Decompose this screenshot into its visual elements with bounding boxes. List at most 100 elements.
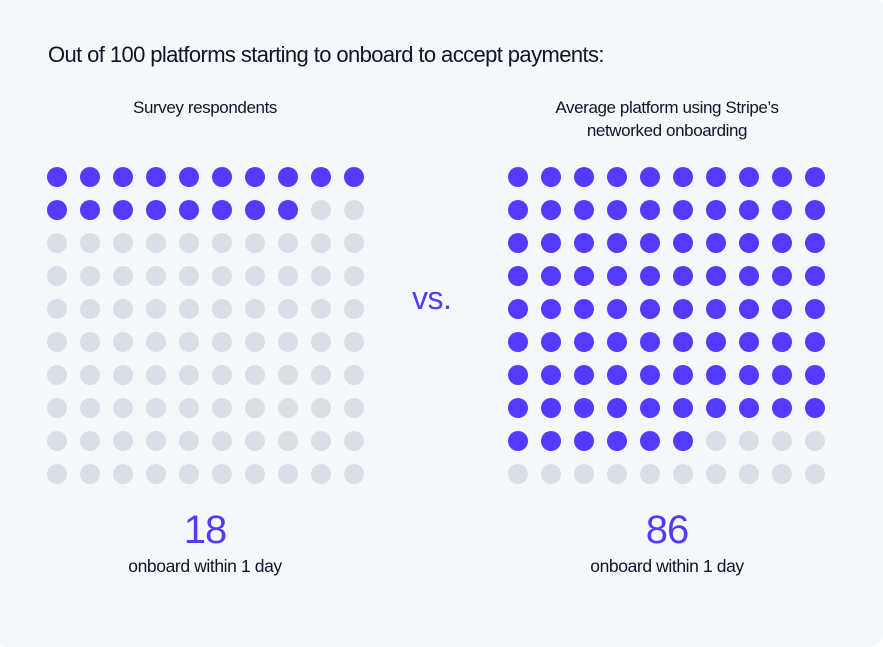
right-subtitle-line1: Average platform using Stripe’s bbox=[555, 98, 779, 117]
survey-waffle-grid bbox=[47, 167, 373, 493]
filled-dot bbox=[673, 365, 693, 385]
filled-dot bbox=[772, 200, 792, 220]
empty-dot bbox=[311, 431, 331, 451]
empty-dot bbox=[212, 299, 232, 319]
empty-dot bbox=[739, 431, 759, 451]
empty-dot bbox=[311, 266, 331, 286]
filled-dot bbox=[80, 200, 100, 220]
filled-dot bbox=[146, 167, 166, 187]
filled-dot bbox=[607, 365, 627, 385]
empty-dot bbox=[278, 332, 298, 352]
filled-dot bbox=[113, 167, 133, 187]
empty-dot bbox=[146, 233, 166, 253]
empty-dot bbox=[344, 431, 364, 451]
empty-dot bbox=[245, 398, 265, 418]
empty-dot bbox=[146, 332, 166, 352]
filled-dot bbox=[805, 365, 825, 385]
empty-dot bbox=[278, 233, 298, 253]
empty-dot bbox=[212, 464, 232, 484]
filled-dot bbox=[541, 299, 561, 319]
empty-dot bbox=[245, 266, 265, 286]
filled-dot bbox=[541, 266, 561, 286]
filled-dot bbox=[574, 398, 594, 418]
empty-dot bbox=[47, 299, 67, 319]
filled-dot bbox=[805, 332, 825, 352]
filled-dot bbox=[673, 299, 693, 319]
empty-dot bbox=[344, 332, 364, 352]
filled-dot bbox=[541, 233, 561, 253]
filled-dot bbox=[508, 233, 528, 253]
filled-dot bbox=[673, 200, 693, 220]
empty-dot bbox=[344, 299, 364, 319]
empty-dot bbox=[805, 464, 825, 484]
empty-dot bbox=[47, 332, 67, 352]
filled-dot bbox=[508, 431, 528, 451]
empty-dot bbox=[146, 431, 166, 451]
filled-dot bbox=[607, 431, 627, 451]
empty-dot bbox=[673, 464, 693, 484]
filled-dot bbox=[212, 167, 232, 187]
empty-dot bbox=[706, 431, 726, 451]
filled-dot bbox=[772, 299, 792, 319]
survey-caption: onboard within 1 day bbox=[128, 556, 282, 576]
empty-dot bbox=[344, 200, 364, 220]
filled-dot bbox=[278, 200, 298, 220]
filled-dot bbox=[508, 200, 528, 220]
empty-dot bbox=[278, 299, 298, 319]
filled-dot bbox=[541, 200, 561, 220]
filled-dot bbox=[574, 200, 594, 220]
filled-dot bbox=[541, 365, 561, 385]
filled-dot bbox=[640, 398, 660, 418]
filled-dot bbox=[47, 167, 67, 187]
filled-dot bbox=[772, 398, 792, 418]
filled-dot bbox=[772, 266, 792, 286]
empty-dot bbox=[311, 299, 331, 319]
filled-dot bbox=[508, 299, 528, 319]
empty-dot bbox=[113, 464, 133, 484]
filled-dot bbox=[607, 398, 627, 418]
empty-dot bbox=[344, 398, 364, 418]
filled-dot bbox=[541, 398, 561, 418]
right-subtitle: Average platform using Stripe’s networke… bbox=[517, 96, 817, 142]
filled-dot bbox=[640, 431, 660, 451]
empty-dot bbox=[80, 266, 100, 286]
filled-dot bbox=[80, 167, 100, 187]
filled-dot bbox=[706, 332, 726, 352]
empty-dot bbox=[212, 266, 232, 286]
filled-dot bbox=[673, 332, 693, 352]
empty-dot bbox=[772, 431, 792, 451]
filled-dot bbox=[574, 233, 594, 253]
empty-dot bbox=[344, 464, 364, 484]
empty-dot bbox=[113, 266, 133, 286]
filled-dot bbox=[344, 167, 364, 187]
empty-dot bbox=[607, 464, 627, 484]
empty-dot bbox=[179, 431, 199, 451]
filled-dot bbox=[739, 365, 759, 385]
empty-dot bbox=[574, 464, 594, 484]
survey-value: 18 bbox=[183, 508, 228, 552]
empty-dot bbox=[179, 464, 199, 484]
stripe-waffle-grid bbox=[508, 167, 834, 493]
filled-dot bbox=[508, 365, 528, 385]
filled-dot bbox=[739, 200, 759, 220]
empty-dot bbox=[80, 431, 100, 451]
filled-dot bbox=[607, 167, 627, 187]
filled-dot bbox=[706, 233, 726, 253]
filled-dot bbox=[772, 233, 792, 253]
filled-dot bbox=[179, 200, 199, 220]
filled-dot bbox=[805, 299, 825, 319]
filled-dot bbox=[245, 200, 265, 220]
filled-dot bbox=[640, 233, 660, 253]
filled-dot bbox=[706, 398, 726, 418]
filled-dot bbox=[805, 266, 825, 286]
empty-dot bbox=[47, 266, 67, 286]
filled-dot bbox=[508, 332, 528, 352]
empty-dot bbox=[179, 233, 199, 253]
filled-dot bbox=[640, 266, 660, 286]
empty-dot bbox=[179, 398, 199, 418]
empty-dot bbox=[80, 299, 100, 319]
vs-label: vs. bbox=[412, 280, 452, 316]
filled-dot bbox=[278, 167, 298, 187]
empty-dot bbox=[113, 332, 133, 352]
empty-dot bbox=[311, 365, 331, 385]
